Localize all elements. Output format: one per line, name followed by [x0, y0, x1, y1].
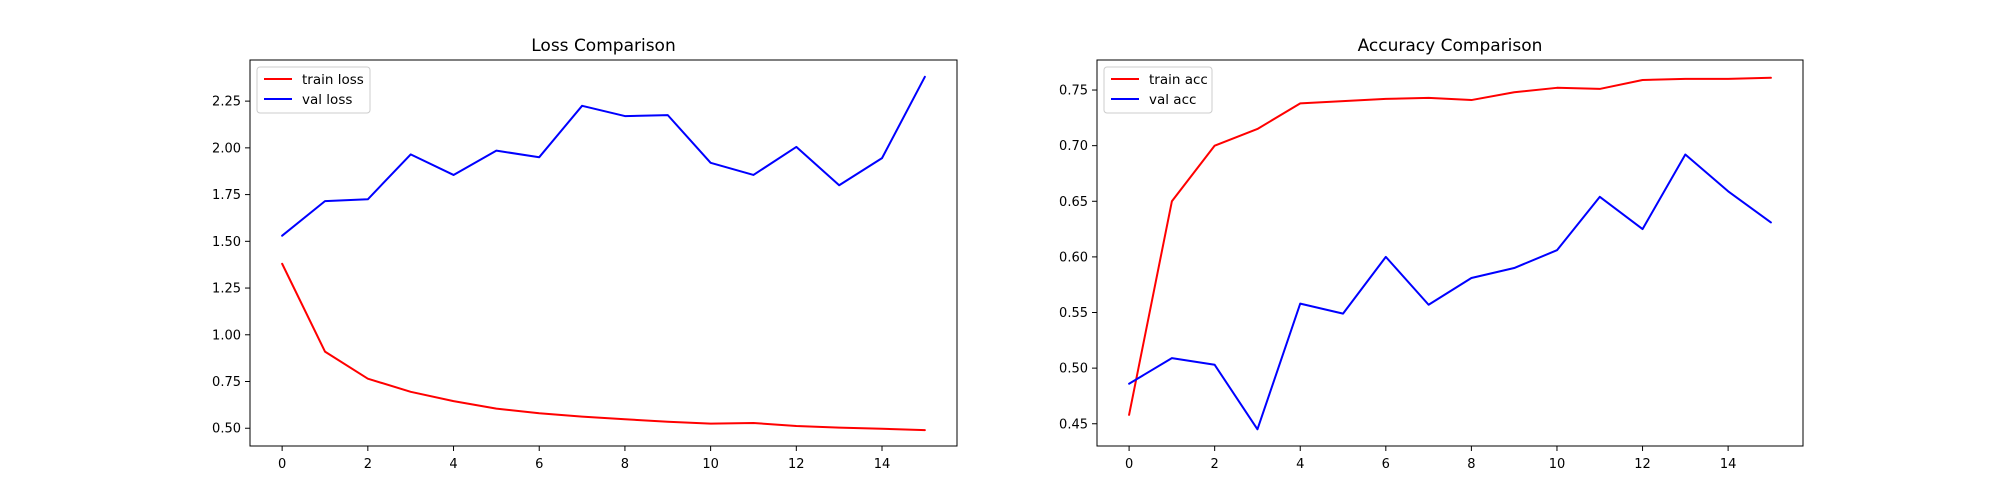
accuracy-x-tick-label: 0: [1125, 457, 1133, 472]
loss-legend: train loss val loss: [256, 66, 371, 114]
accuracy-y-ticks: 0.45 0.50 0.55 0.60 0.65 0.70 0.75: [1059, 84, 1097, 432]
accuracy-y-tick-label: 0.70: [1059, 139, 1088, 154]
accuracy-y-tick-label: 0.75: [1059, 84, 1088, 99]
loss-x-ticks: 0 2 4 6 8 10 12 14: [278, 446, 890, 472]
accuracy-x-tick-label: 8: [1467, 457, 1475, 472]
loss-x-tick-label: 8: [621, 457, 629, 472]
loss-series-layer: [281, 75, 926, 432]
accuracy-y-tick-label: 0.60: [1059, 250, 1088, 265]
loss-chart: Loss Comparison 0 2 4 6 8 10 12 14 0.50 0.75 1.00…: [212, 36, 958, 472]
accuracy-x-tick-label: 10: [1549, 457, 1566, 472]
loss-x-tick-label: 6: [535, 457, 543, 472]
loss-chart-title: Loss Comparison: [531, 36, 675, 56]
accuracy-x-tick-label: 14: [1720, 457, 1737, 472]
accuracy-x-tick-label: 12: [1634, 457, 1651, 472]
val-acc-line: [1128, 153, 1772, 431]
loss-y-tick-label: 0.50: [212, 422, 241, 437]
loss-x-tick-label: 10: [702, 457, 719, 472]
loss-y-tick-label: 0.75: [212, 375, 241, 390]
loss-x-tick-label: 14: [874, 457, 891, 472]
accuracy-chart-title: Accuracy Comparison: [1358, 36, 1543, 56]
accuracy-y-tick-label: 0.65: [1059, 195, 1088, 210]
loss-x-tick-label: 4: [449, 457, 457, 472]
loss-y-tick-label: 2.00: [212, 141, 241, 156]
train-loss-line: [281, 262, 926, 432]
accuracy-chart: Accuracy Comparison 0 2 4 6 8 10 12 14 0.45 0.50…: [1059, 36, 1804, 472]
loss-y-tick-label: 1.75: [212, 188, 241, 203]
accuracy-x-ticks: 0 2 4 6 8 10 12 14: [1125, 446, 1736, 472]
val-acc-legend-label: val acc: [1149, 92, 1196, 108]
accuracy-x-tick-label: 4: [1296, 457, 1304, 472]
accuracy-axes-frame: [1096, 59, 1804, 447]
loss-x-tick-label: 12: [788, 457, 805, 472]
accuracy-legend: train acc val acc: [1103, 66, 1213, 114]
loss-x-tick-label: 2: [364, 457, 372, 472]
train-acc-legend-label: train acc: [1149, 72, 1208, 88]
train-loss-legend-label: train loss: [302, 72, 364, 88]
accuracy-y-tick-label: 0.50: [1059, 362, 1088, 377]
loss-y-tick-label: 2.25: [212, 95, 241, 110]
loss-y-tick-label: 1.50: [212, 235, 241, 250]
val-loss-line: [281, 75, 926, 237]
val-loss-legend-label: val loss: [302, 92, 352, 108]
loss-y-ticks: 0.50 0.75 1.00 1.25 1.50 1.75 2.00 2.25: [212, 95, 250, 437]
accuracy-y-tick-label: 0.45: [1059, 417, 1088, 432]
accuracy-y-tick-label: 0.55: [1059, 306, 1088, 321]
accuracy-x-tick-label: 2: [1211, 457, 1219, 472]
loss-axes-frame: [249, 59, 958, 447]
accuracy-series-layer: [1128, 76, 1772, 431]
loss-x-tick-label: 0: [278, 457, 286, 472]
loss-y-tick-label: 1.00: [212, 328, 241, 343]
accuracy-x-tick-label: 6: [1382, 457, 1390, 472]
loss-y-tick-label: 1.25: [212, 282, 241, 297]
train-acc-line: [1128, 76, 1772, 416]
